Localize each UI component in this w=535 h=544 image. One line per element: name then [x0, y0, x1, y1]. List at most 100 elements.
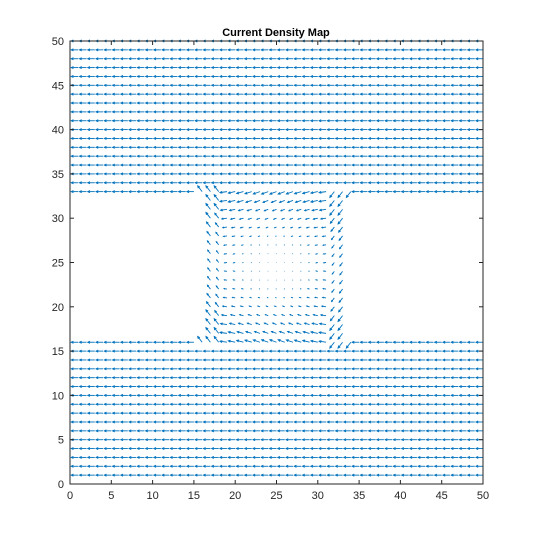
- vector-arrow-head: [342, 411, 347, 415]
- vector-arrow-head: [161, 101, 165, 105]
- vector-arrow-head: [194, 119, 198, 123]
- vector-arrow-head: [359, 181, 363, 185]
- vector-arrow-head: [152, 438, 157, 442]
- vector-arrow: [205, 309, 211, 316]
- vector-arrow-head: [284, 376, 289, 380]
- vector-arrow-head: [251, 145, 256, 149]
- vector-arrow-head: [466, 48, 471, 52]
- vector-arrow-head: [222, 244, 226, 246]
- vector-arrow-head: [318, 57, 322, 61]
- vector-arrow-head: [215, 285, 218, 288]
- vector-arrow-head: [408, 385, 413, 389]
- vector-arrow-head: [119, 429, 124, 433]
- vector-arrow-head: [441, 101, 446, 105]
- y-tick-label: 35: [52, 169, 64, 181]
- vector-arrow-head: [466, 464, 471, 468]
- vector-arrow-head: [417, 57, 421, 61]
- vector-arrow-head: [219, 208, 223, 212]
- vector-arrow-head: [367, 447, 372, 451]
- vector-arrow-head: [268, 57, 272, 61]
- vector-arrow: [213, 318, 220, 325]
- vector-arrow: [205, 318, 211, 325]
- vector-arrow-head: [86, 349, 91, 353]
- vector-arrow-head: [334, 119, 338, 123]
- vector-arrow-head: [330, 299, 334, 303]
- vector-arrow-head: [194, 181, 198, 185]
- vector-arrow-head: [417, 411, 421, 415]
- vector-arrow-head: [94, 393, 99, 397]
- vector-arrow-head: [213, 193, 217, 198]
- vector-arrow-head: [218, 429, 223, 433]
- vector-arrow-head: [466, 411, 471, 415]
- vector-arrow-head: [367, 57, 372, 61]
- vector-arrow-head: [474, 163, 479, 167]
- vector-arrow-head: [194, 92, 198, 96]
- vector-arrow-head: [289, 226, 292, 229]
- vector-arrow-head: [70, 455, 74, 459]
- vector-arrow-head: [152, 181, 157, 185]
- vector-arrow-head: [417, 101, 421, 105]
- vector-arrow-head: [450, 136, 454, 140]
- vector-arrow-head: [243, 393, 248, 397]
- vector-arrow-head: [450, 110, 454, 114]
- vector-arrow-head: [136, 48, 140, 52]
- vector-arrow-head: [235, 455, 239, 459]
- vector-arrow-head: [276, 74, 281, 78]
- vector-arrow-head: [375, 358, 380, 362]
- vector-arrow-head: [309, 154, 314, 158]
- vector-arrow-head: [392, 385, 396, 389]
- vector-arrow-head: [284, 83, 289, 87]
- vector-arrow: [338, 306, 343, 313]
- vector-arrow-head: [450, 367, 454, 371]
- vector-arrow-head: [227, 367, 231, 371]
- vector-arrow-head: [408, 367, 413, 371]
- vector-arrow-head: [248, 305, 251, 307]
- vector-arrow-head: [94, 110, 99, 114]
- vector-arrow: [206, 301, 211, 308]
- vector-arrow-head: [441, 154, 446, 158]
- vector-arrow-head: [305, 305, 308, 308]
- vector-arrow-head: [169, 101, 173, 105]
- vector-arrow-head: [152, 340, 157, 344]
- vector-arrow-head: [94, 358, 99, 362]
- vector-arrow-head: [111, 402, 115, 406]
- vector-arrow-head: [400, 455, 405, 459]
- vector-arrow-head: [309, 447, 314, 451]
- vector-arrow-head: [450, 172, 454, 176]
- vector-arrow-head: [185, 101, 190, 105]
- vector-arrow-head: [152, 464, 157, 468]
- vector-arrow-head: [367, 154, 372, 158]
- vector-arrow-head: [222, 287, 226, 290]
- vector-arrow-head: [70, 420, 74, 424]
- vector-arrow-head: [337, 194, 341, 199]
- vector-arrow-head: [78, 190, 82, 194]
- vector-arrow-head: [144, 340, 148, 344]
- vector-arrow-head: [474, 145, 479, 149]
- vector-arrow-head: [276, 57, 281, 61]
- vector-arrow-head: [111, 420, 115, 424]
- vector-arrow-head: [119, 411, 124, 415]
- vector-arrow-head: [213, 185, 217, 189]
- vector-arrow-head: [169, 190, 173, 194]
- vector-arrow-head: [222, 296, 225, 299]
- vector-arrow-head: [177, 376, 182, 380]
- vector-arrow-head: [425, 74, 429, 78]
- vector-arrow-head: [301, 429, 305, 433]
- vector-arrow-head: [136, 163, 140, 167]
- vector-arrow-head: [293, 110, 297, 114]
- vector-arrow-head: [342, 393, 347, 397]
- vector-arrow-head: [202, 393, 206, 397]
- vector-arrow-head: [194, 402, 198, 406]
- vector-arrow-head: [111, 48, 115, 52]
- vector-arrow-head: [359, 376, 363, 380]
- vector-arrow-head: [309, 83, 314, 87]
- vector-arrow-head: [334, 181, 338, 185]
- vector-arrow-head: [194, 74, 198, 78]
- vector-arrow-head: [425, 473, 429, 477]
- vector-arrow-head: [177, 438, 182, 442]
- vector-arrow-head: [450, 119, 454, 123]
- vector-arrow-head: [177, 385, 182, 389]
- vector-arrow-head: [450, 92, 454, 96]
- vector-arrow-head: [111, 464, 115, 468]
- vector-arrow-head: [284, 464, 289, 468]
